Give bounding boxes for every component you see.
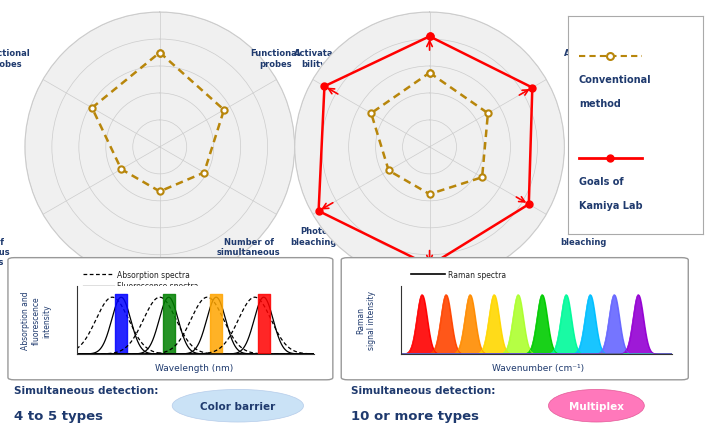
Text: Wavenumber (cm⁻¹): Wavenumber (cm⁻¹) (492, 363, 584, 372)
Text: Spatial
resolution: Spatial resolution (136, 324, 184, 343)
Text: Spatial
resolution: Spatial resolution (405, 324, 454, 343)
Text: Wavelength (nm): Wavelength (nm) (155, 363, 233, 372)
Text: Functional
probes: Functional probes (251, 49, 300, 69)
Text: Simultaneous detection:: Simultaneous detection: (351, 385, 496, 395)
Text: Fluorescence spectra: Fluorescence spectra (117, 282, 199, 291)
Text: Functional
probes: Functional probes (0, 49, 31, 69)
FancyBboxPatch shape (8, 258, 333, 380)
Text: Absorption and
fluorescence
intensity: Absorption and fluorescence intensity (21, 291, 51, 349)
Text: Number of
simultaneous
detections: Number of simultaneous detections (217, 237, 280, 267)
Text: Photo
bleaching: Photo bleaching (560, 227, 607, 246)
FancyBboxPatch shape (342, 258, 688, 380)
Text: Color barrier: Color barrier (200, 401, 275, 411)
Text: Goals of: Goals of (579, 177, 623, 187)
Text: Conventional: Conventional (579, 75, 651, 85)
Text: Kamiya Lab: Kamiya Lab (579, 201, 643, 210)
Text: Activata
bility: Activata bility (294, 49, 334, 69)
Text: Number of
simultaneous
detections: Number of simultaneous detections (0, 237, 11, 267)
Text: 4 to 5 types: 4 to 5 types (14, 409, 103, 422)
Text: Multiplex: Multiplex (569, 401, 624, 411)
Text: Activata
bility: Activata bility (564, 49, 604, 69)
Text: Absorption spectra: Absorption spectra (117, 270, 190, 279)
Text: Simultaneous detection:: Simultaneous detection: (14, 385, 158, 395)
Text: 10 or more types: 10 or more types (351, 409, 479, 422)
Text: Raman spectra: Raman spectra (448, 270, 506, 279)
Text: Photo
bleaching: Photo bleaching (290, 227, 337, 246)
Text: Raman
signal intensity: Raman signal intensity (356, 291, 376, 350)
Text: method: method (579, 99, 621, 108)
